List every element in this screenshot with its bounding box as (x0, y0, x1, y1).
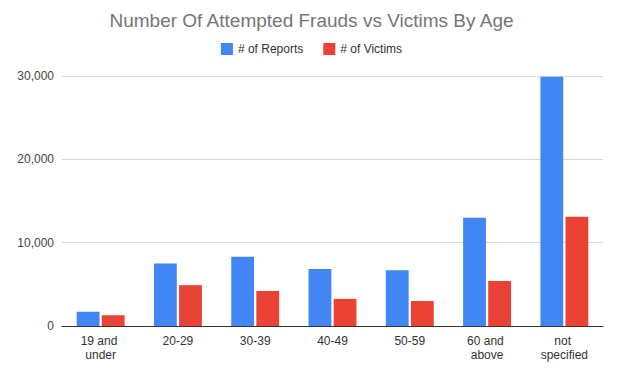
svg-text:40-49: 40-49 (317, 334, 348, 348)
svg-text:# of Reports: # of Reports (238, 42, 303, 56)
svg-text:above: above (471, 348, 504, 362)
svg-text:# of Victims: # of Victims (340, 42, 402, 56)
svg-text:specified: specified (541, 348, 588, 362)
svg-text:30-39: 30-39 (240, 334, 271, 348)
svg-text:30,000: 30,000 (17, 69, 54, 83)
svg-text:60 and: 60 and (467, 334, 507, 348)
svg-text:20,000: 20,000 (17, 152, 54, 166)
svg-text:not: not (554, 334, 574, 348)
svg-text:20-29: 20-29 (163, 334, 194, 348)
svg-text:19 and: 19 and (81, 334, 121, 348)
svg-text:under: under (85, 348, 116, 362)
svg-text:50-59: 50-59 (394, 334, 425, 348)
svg-text:Number Of Attempted Frauds vs: Number Of Attempted Frauds vs Victims By… (109, 10, 513, 31)
svg-text:0: 0 (47, 319, 54, 333)
svg-text:10,000: 10,000 (17, 236, 54, 250)
